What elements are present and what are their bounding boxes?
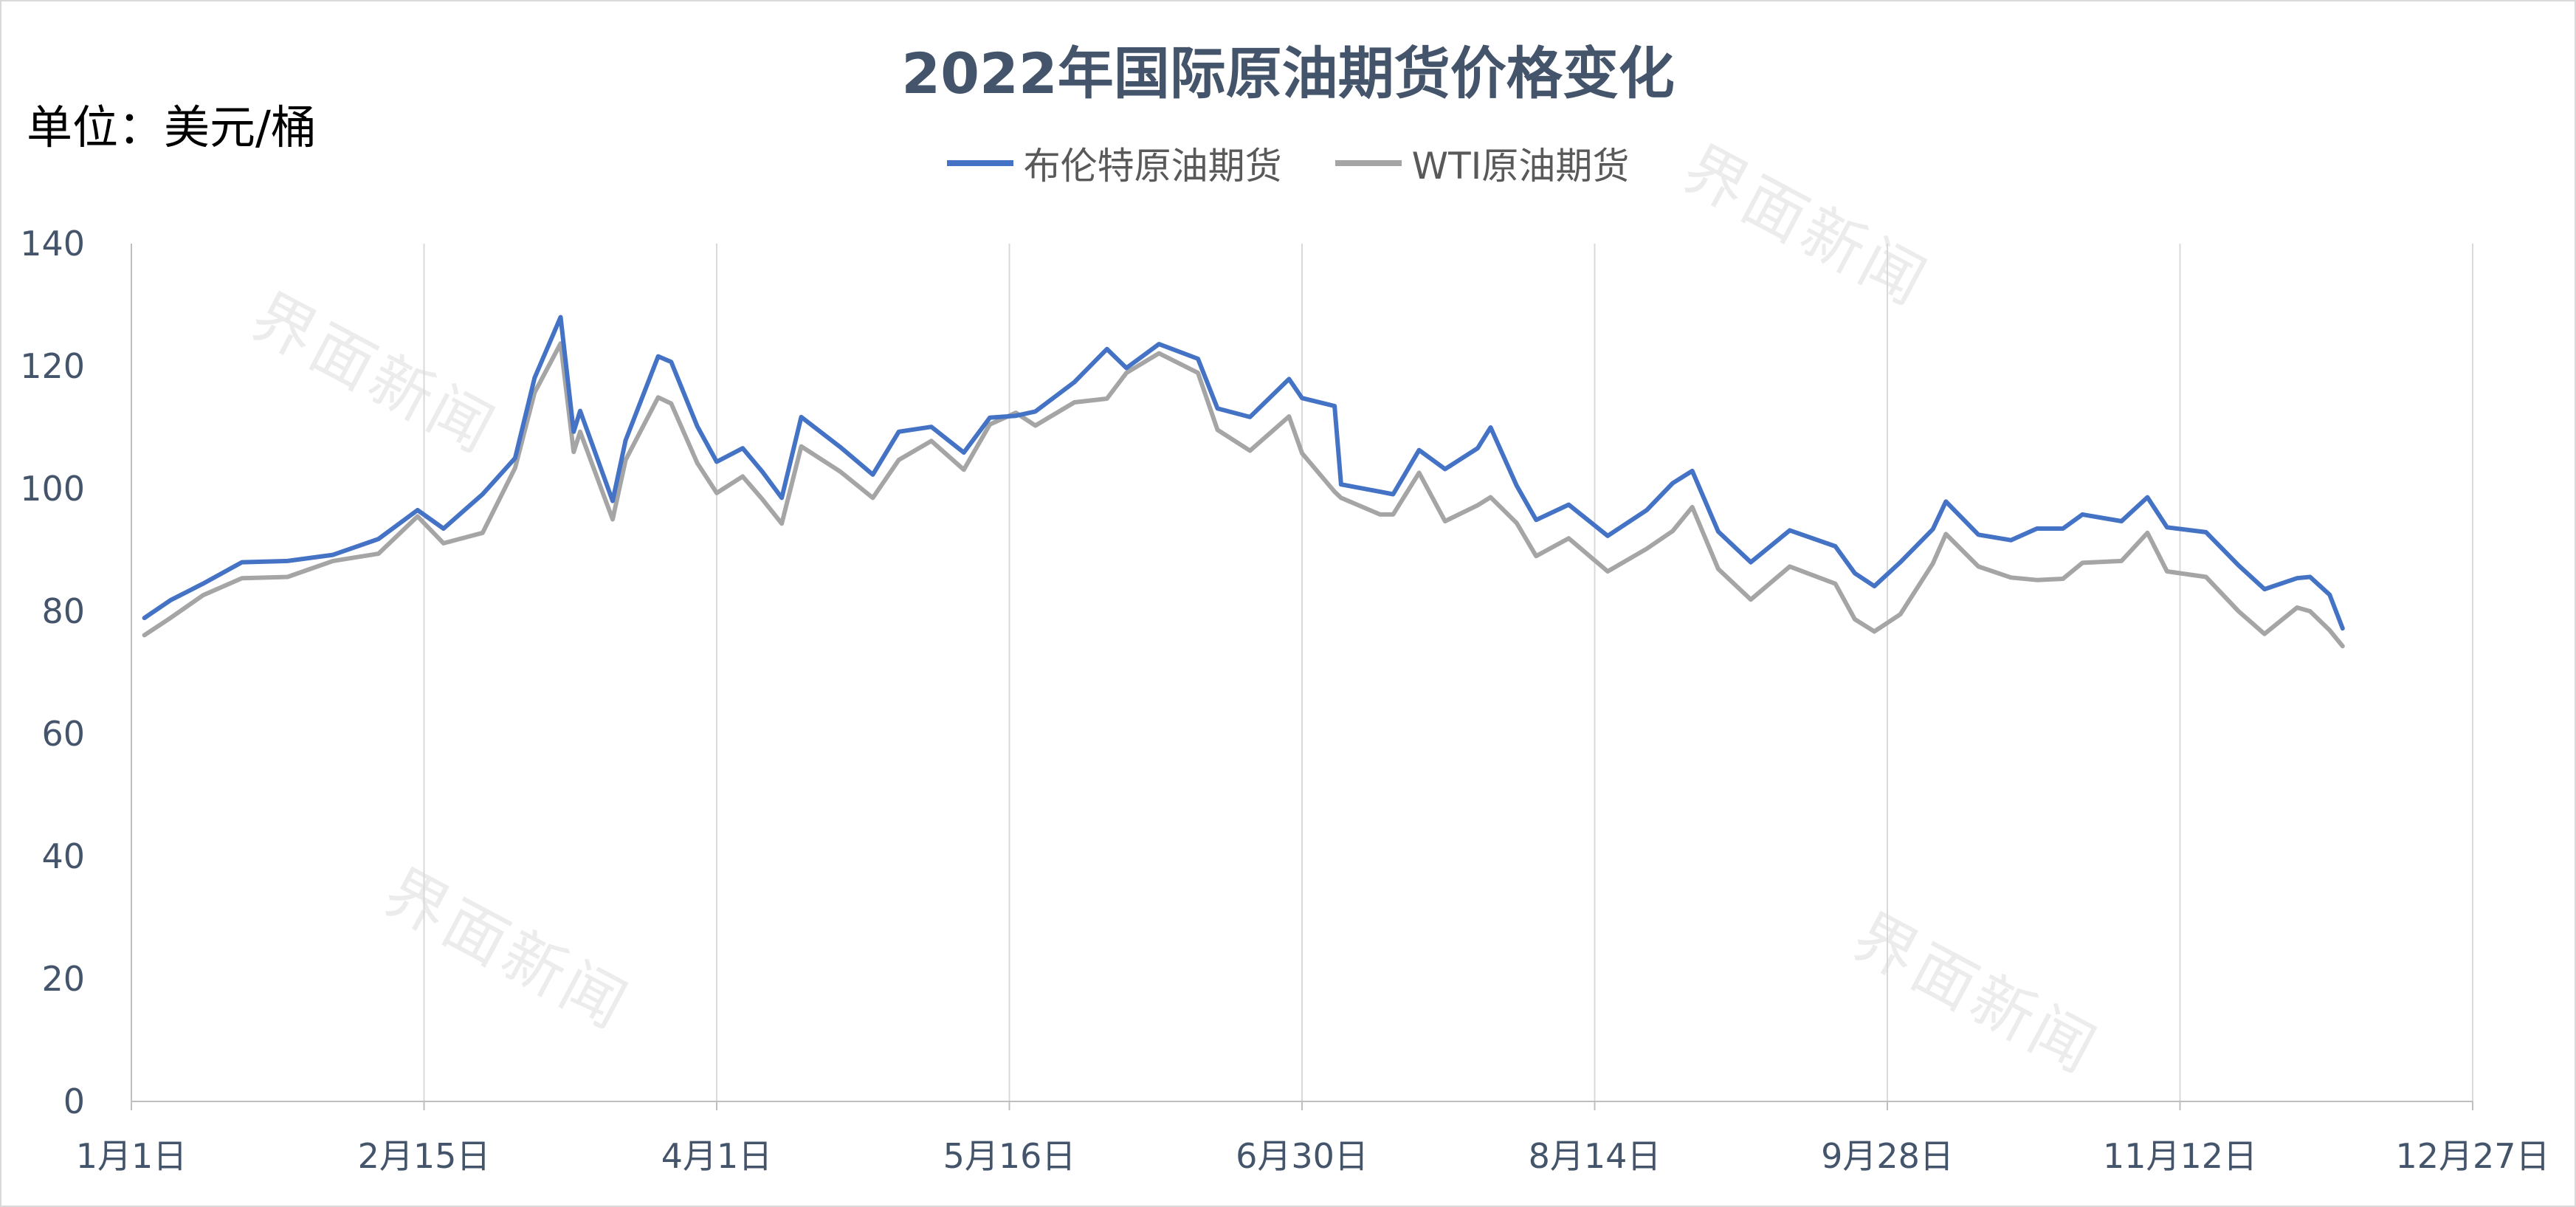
legend: 布伦特原油期货 WTI原油期货: [0, 137, 2576, 190]
y-tick-label: 40: [41, 836, 85, 876]
legend-swatch-wti: [1335, 160, 1402, 166]
legend-item-brent: 布伦特原油期货: [946, 137, 1282, 190]
y-tick-label: 0: [63, 1082, 85, 1121]
legend-item-wti: WTI原油期货: [1335, 137, 1630, 190]
x-tick-label: 1月1日: [76, 1136, 187, 1176]
series-line-wti: [142, 341, 2345, 649]
y-tick-label: 140: [20, 224, 85, 264]
legend-label-wti: WTI原油期货: [1411, 145, 1630, 188]
x-tick-label: 11月12日: [2103, 1136, 2257, 1176]
x-tick-label: 4月1日: [661, 1136, 773, 1176]
x-tick-label: 6月30日: [1236, 1136, 1368, 1176]
x-tick-label: 12月27日: [2395, 1136, 2549, 1176]
y-tick-label: 60: [41, 714, 85, 754]
x-tick-label: 8月14日: [1529, 1136, 1661, 1176]
legend-swatch-brent: [946, 160, 1013, 166]
y-tick-label: 80: [41, 591, 85, 631]
legend-label-brent: 布伦特原油期货: [1023, 145, 1282, 188]
x-tick-label: 5月16日: [943, 1136, 1076, 1176]
y-tick-label: 100: [20, 469, 85, 509]
y-tick-label: 20: [41, 959, 85, 999]
x-tick-label: 9月28日: [1821, 1136, 1954, 1176]
x-tick-label: 2月15日: [358, 1136, 491, 1176]
y-tick-label: 120: [20, 346, 85, 386]
unit-label: 单位：美元/桶: [27, 100, 317, 154]
series-line-brent: [142, 314, 2345, 631]
chart-title: 2022年国际原油期货价格变化: [901, 41, 1675, 106]
